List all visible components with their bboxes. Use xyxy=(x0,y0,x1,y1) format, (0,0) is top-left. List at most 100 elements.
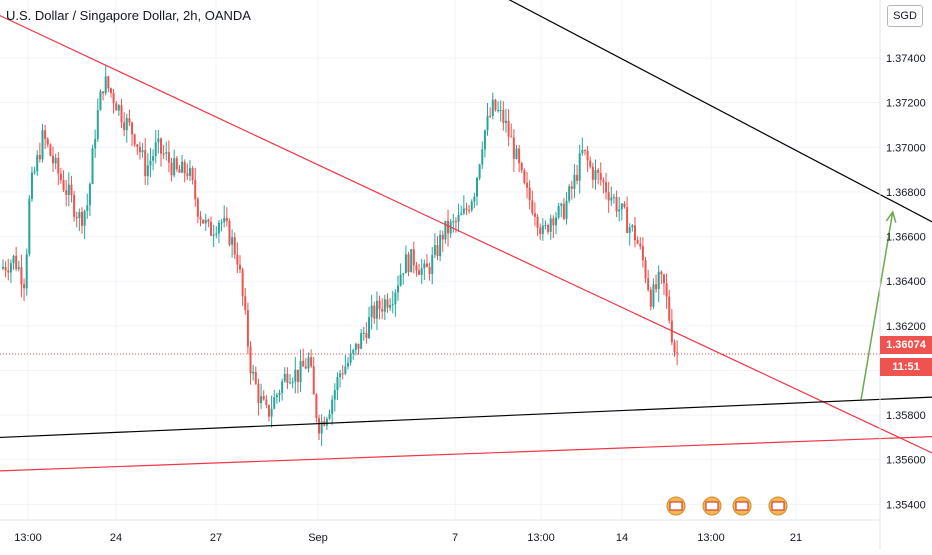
candle-body xyxy=(233,237,236,255)
candle-body xyxy=(607,192,610,201)
candle-body xyxy=(67,184,70,195)
flag-icon[interactable] xyxy=(768,496,788,516)
arrows[interactable] xyxy=(860,210,932,426)
flag-icon[interactable] xyxy=(702,496,722,516)
candle-body xyxy=(44,130,47,139)
candle-body xyxy=(660,271,663,275)
candle-body xyxy=(597,169,600,174)
candle-body xyxy=(115,103,118,111)
candle-body xyxy=(310,357,313,367)
black-trendline[interactable] xyxy=(0,393,932,439)
candle-body xyxy=(399,274,402,286)
candle-body xyxy=(476,178,478,197)
candle-body xyxy=(215,233,218,235)
candle-body xyxy=(38,155,41,160)
candle-body xyxy=(504,120,507,123)
candle-body xyxy=(531,200,534,214)
candle-body xyxy=(65,190,68,195)
x-tick-label: 13:00 xyxy=(527,532,555,544)
candle-body xyxy=(57,157,60,174)
candle-body xyxy=(562,203,565,219)
candle-body xyxy=(552,218,555,226)
candle-body xyxy=(565,200,568,219)
economic-events[interactable] xyxy=(666,496,788,516)
candle-body xyxy=(470,201,473,211)
candle-body xyxy=(507,120,510,137)
candle-body xyxy=(241,269,244,297)
candle-body xyxy=(173,158,176,176)
candle-body xyxy=(423,263,426,269)
candle-body xyxy=(196,199,199,217)
candle-body xyxy=(160,138,162,154)
candle-body xyxy=(452,221,455,223)
candle-body xyxy=(228,221,231,245)
candle-body xyxy=(41,130,44,160)
candle-body xyxy=(676,352,679,354)
candle-body xyxy=(181,161,184,173)
y-tick-label: 1.36200 xyxy=(886,321,926,333)
candle-body xyxy=(102,91,105,94)
candle-body xyxy=(462,208,465,214)
candle-body xyxy=(296,369,299,383)
candle-body xyxy=(104,76,107,94)
flag-icon[interactable] xyxy=(732,496,752,516)
candle-body xyxy=(75,216,78,219)
candle-body xyxy=(133,134,136,145)
chart-title: U.S. Dollar / Singapore Dollar, 2h, OAND… xyxy=(6,8,251,23)
candle-body xyxy=(131,122,134,135)
currency-button[interactable]: SGD xyxy=(887,5,923,27)
candle-body xyxy=(99,91,102,111)
candle-body xyxy=(547,225,550,232)
candle-body xyxy=(88,184,91,206)
red-trendline[interactable] xyxy=(0,15,932,500)
x-tick-label: 7 xyxy=(452,532,458,544)
candle-body xyxy=(15,255,18,270)
candle-body xyxy=(431,254,434,274)
x-tick-label: 24 xyxy=(110,532,122,544)
candle-body xyxy=(510,136,513,138)
candle-body xyxy=(365,332,368,338)
candle-body xyxy=(407,254,410,273)
candle-body xyxy=(623,203,626,208)
candle-body xyxy=(536,216,539,228)
candle-body xyxy=(615,197,618,212)
candle-body xyxy=(125,118,128,131)
candle-body xyxy=(262,396,265,400)
candle-body xyxy=(70,184,73,196)
candles xyxy=(2,65,679,447)
candle-body xyxy=(94,138,97,149)
candle-body xyxy=(2,266,4,269)
candle-body xyxy=(286,373,289,383)
candle-body xyxy=(194,179,197,200)
candle-body xyxy=(223,217,226,223)
candle-body xyxy=(273,397,276,409)
candle-body xyxy=(188,168,191,176)
red-trendline[interactable] xyxy=(0,433,932,472)
candle-body xyxy=(457,214,460,222)
candle-body xyxy=(123,122,126,131)
candle-body xyxy=(136,144,139,147)
up-arrow[interactable] xyxy=(860,211,894,400)
candle-body xyxy=(560,203,563,206)
trendlines[interactable] xyxy=(0,0,932,500)
flag-icon[interactable] xyxy=(666,496,686,516)
candle-body xyxy=(397,285,399,293)
candle-body xyxy=(178,169,181,173)
candle-body xyxy=(489,115,492,117)
candle-body xyxy=(386,299,389,308)
candle-body xyxy=(370,305,373,318)
candle-body xyxy=(4,266,7,271)
candle-body xyxy=(494,99,497,111)
candle-body xyxy=(433,245,436,255)
candle-body xyxy=(20,267,23,285)
candle-body xyxy=(260,396,263,404)
candle-body xyxy=(9,263,12,273)
y-tick-label: 1.37200 xyxy=(886,98,926,110)
candle-body xyxy=(605,182,608,193)
candle-body xyxy=(568,186,571,201)
candle-body xyxy=(420,268,423,275)
black-trendline[interactable] xyxy=(450,0,932,275)
